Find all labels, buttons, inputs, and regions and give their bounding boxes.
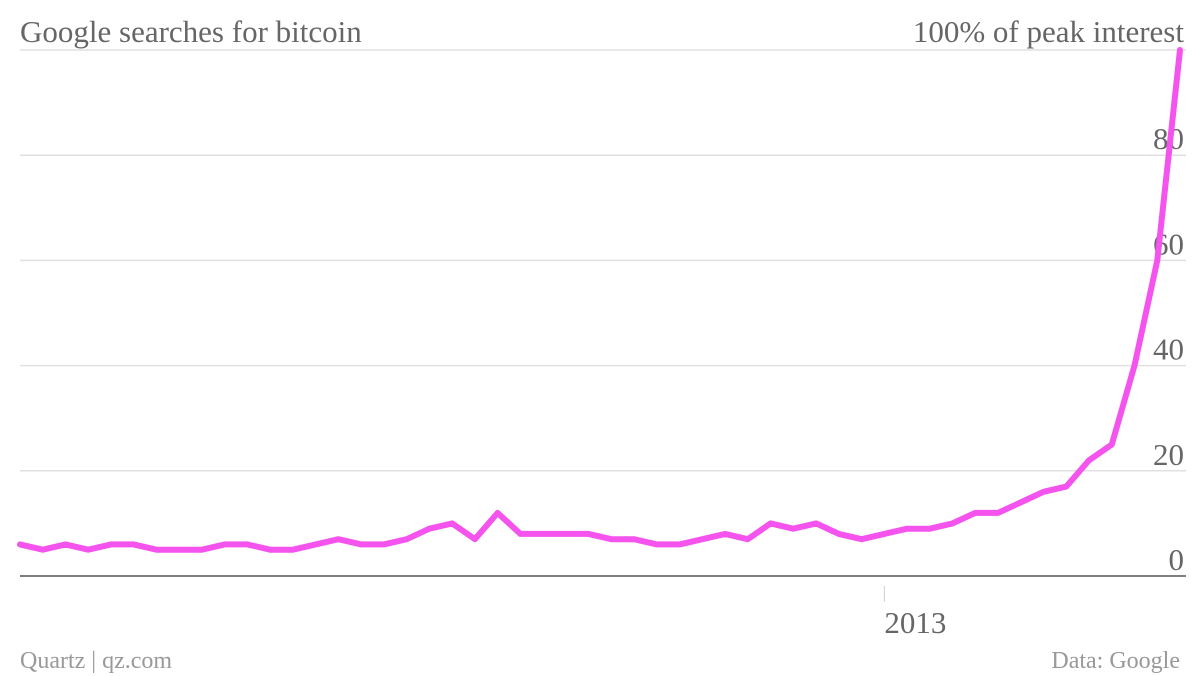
y-axis-label: 100% of peak interest (913, 14, 1185, 49)
series-line (17, 47, 1183, 553)
source-text: Data: Google (1051, 648, 1180, 674)
gridlines (20, 49, 1186, 472)
chart-title: Google searches for bitcoin (20, 14, 362, 49)
y-tick-label: 0 (1169, 542, 1185, 577)
x-tick-label: 2013 (884, 605, 946, 640)
x-ticks: 2013 (883, 586, 946, 640)
y-tick-label: 40 (1153, 332, 1184, 367)
y-tick-label: 20 (1153, 437, 1184, 472)
credit-text: Quartz | qz.com (20, 648, 172, 674)
